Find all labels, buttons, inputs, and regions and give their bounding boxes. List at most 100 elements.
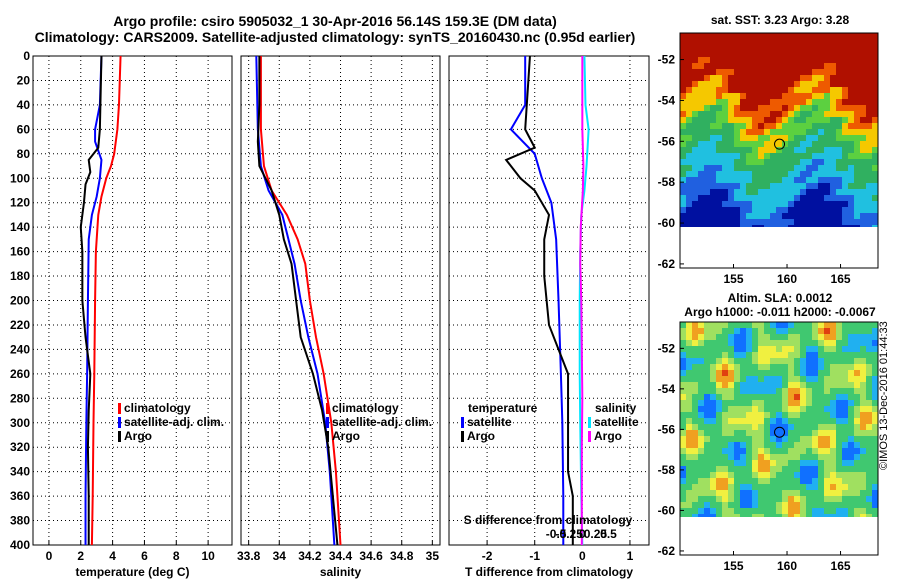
map-pixel <box>848 63 854 69</box>
map-pixel <box>860 129 866 135</box>
map-pixel <box>686 508 692 514</box>
map-pixel <box>764 334 770 340</box>
map-pixel <box>764 388 770 394</box>
map-pixel <box>704 484 710 490</box>
map-pixel <box>722 412 728 418</box>
map-pixel <box>704 141 710 147</box>
map-pixel <box>776 508 782 514</box>
map-pixel <box>680 436 686 442</box>
map-pixel <box>728 171 734 177</box>
map-pixel <box>824 376 830 382</box>
map-pixel <box>836 388 842 394</box>
map-pixel <box>716 424 722 430</box>
map-pixel <box>806 63 812 69</box>
map-pixel <box>746 478 752 484</box>
map-pixel <box>866 328 872 334</box>
map-pixel <box>770 472 776 478</box>
map-pixel <box>686 334 692 340</box>
map-pixel <box>812 454 818 460</box>
map-pixel <box>740 159 746 165</box>
map-pixel <box>806 219 812 225</box>
map-pixel <box>776 207 782 213</box>
map-pixel <box>860 370 866 376</box>
map-pixel <box>704 189 710 195</box>
map-pixel <box>776 111 782 117</box>
map-pixel <box>872 207 878 213</box>
map-pixel <box>800 400 806 406</box>
map-pixel <box>806 418 812 424</box>
map-pixel <box>794 183 800 189</box>
map-pixel <box>680 159 686 165</box>
map-pixel <box>764 153 770 159</box>
map-pixel <box>848 99 854 105</box>
plot-title-line2: Climatology: CARS2009. Satellite-adjuste… <box>34 29 636 45</box>
map-pixel <box>788 376 794 382</box>
map-pixel <box>692 159 698 165</box>
map-pixel <box>758 508 764 514</box>
axes-box <box>448 55 650 546</box>
map-pixel <box>872 430 878 436</box>
map-pixel <box>806 225 812 227</box>
map-pixel <box>740 201 746 207</box>
map-pixel <box>788 466 794 472</box>
map-pixel <box>854 412 860 418</box>
map-pixel <box>848 346 854 352</box>
map-pixel <box>860 45 866 51</box>
map-pixel <box>848 129 854 135</box>
legend-title-salinity: salinity <box>595 401 637 415</box>
map-pixel <box>764 442 770 448</box>
map-pixel <box>812 496 818 502</box>
map-pixel <box>806 340 812 346</box>
map-pixel <box>854 454 860 460</box>
map-pixel <box>770 147 776 153</box>
map-pixel <box>680 207 686 213</box>
map-pixel <box>788 189 794 195</box>
map-pixel <box>842 430 848 436</box>
map-pixel <box>812 514 818 517</box>
map-pixel <box>812 442 818 448</box>
map-pixel <box>836 99 842 105</box>
map-pixel <box>770 394 776 400</box>
map-pixel <box>716 165 722 171</box>
map-pixel <box>734 478 740 484</box>
map-pixel <box>830 207 836 213</box>
map-pixel <box>746 430 752 436</box>
map-pixel <box>824 514 830 517</box>
map-pixel <box>824 141 830 147</box>
map-pixel <box>734 352 740 358</box>
map-pixel <box>776 195 782 201</box>
map-pixel <box>800 460 806 466</box>
x-tick-label: 1 <box>627 549 634 563</box>
map-pixel <box>746 63 752 69</box>
map-pixel <box>788 484 794 490</box>
map-pixel <box>776 129 782 135</box>
map-pixel <box>698 141 704 147</box>
map-pixel <box>800 328 806 334</box>
map-pixel <box>806 346 812 352</box>
map-pixel <box>710 382 716 388</box>
map-pixel <box>686 111 692 117</box>
map-pixel <box>860 358 866 364</box>
map-pixel <box>848 75 854 81</box>
map-pixel <box>818 466 824 472</box>
map-pixel <box>692 340 698 346</box>
map-pixel <box>758 358 764 364</box>
map-pixel <box>692 364 698 370</box>
map-pixel <box>752 460 758 466</box>
map-pixel <box>686 219 692 225</box>
map-pixel <box>716 508 722 514</box>
map-pixel <box>764 105 770 111</box>
map-pixel <box>716 358 722 364</box>
map-y-tick-label: -54 <box>658 93 676 107</box>
map-pixel <box>866 346 872 352</box>
map-pixel <box>722 45 728 51</box>
map-pixel <box>800 496 806 502</box>
map-pixel <box>740 484 746 490</box>
map-pixel <box>710 454 716 460</box>
map-pixel <box>728 364 734 370</box>
map-pixel <box>728 382 734 388</box>
map-pixel <box>764 328 770 334</box>
map-pixel <box>758 472 764 478</box>
map-pixel <box>818 436 824 442</box>
map-pixel <box>776 45 782 51</box>
